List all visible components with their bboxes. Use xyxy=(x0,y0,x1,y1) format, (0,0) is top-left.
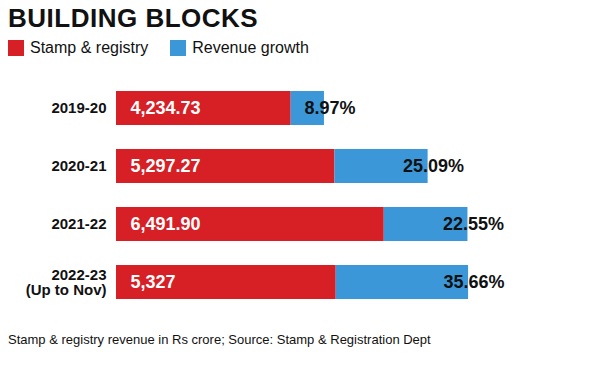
svg-text:8.97%: 8.97% xyxy=(304,98,355,118)
svg-text:22.55%: 22.55% xyxy=(443,214,504,234)
svg-text:2022-23(Up to Nov): 2022-23(Up to Nov) xyxy=(26,266,107,298)
html-text:BUILDING BLOCKS: BUILDING BLOCKS xyxy=(8,3,259,33)
svg-text:5,297.27: 5,297.27 xyxy=(131,156,201,176)
svg-text:25.09%: 25.09% xyxy=(403,156,464,176)
html-text:Revenue growth: Revenue growth xyxy=(192,39,309,56)
svg-text:35.66%: 35.66% xyxy=(444,272,505,292)
svg-text:2021-22: 2021-22 xyxy=(51,215,106,232)
svg-text:6,491.90: 6,491.90 xyxy=(131,214,201,234)
html-text:Stamp & registry: Stamp & registry xyxy=(30,39,149,56)
svg-text:5,327: 5,327 xyxy=(131,272,176,292)
svg-text:4,234.73: 4,234.73 xyxy=(131,98,201,118)
svg-text:2020-21: 2020-21 xyxy=(51,157,106,174)
html-text:Stamp & registry revenue in Rs: Stamp & registry revenue in Rs crore; So… xyxy=(8,332,431,347)
svg-text:2019-20: 2019-20 xyxy=(51,99,106,116)
